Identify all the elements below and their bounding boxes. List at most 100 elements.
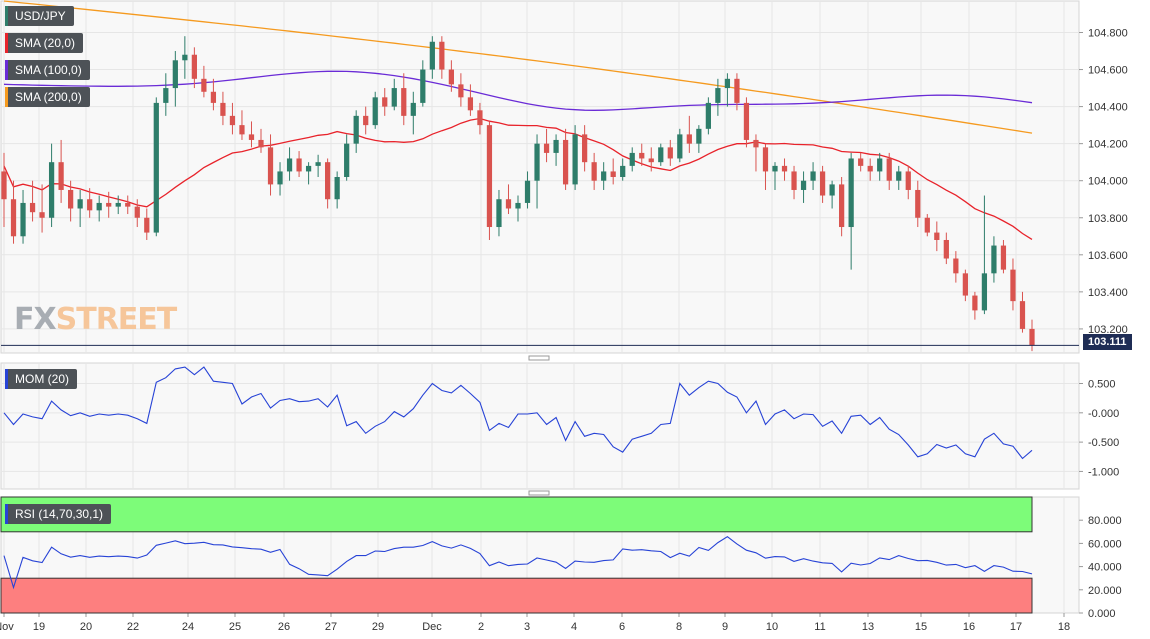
candle-body [267,147,274,185]
candle-body [106,202,112,207]
candle-body [10,199,17,237]
candle-body [658,147,664,163]
candle-body [1010,269,1016,302]
candle-body [296,158,302,172]
candle-body [962,273,968,296]
rsi-overbought-zone [0,496,1033,533]
candle-body [772,165,778,172]
x-tick-label: 6 [619,621,625,633]
candle-body [667,147,673,159]
candle-body [724,78,731,89]
candle-body [87,199,93,211]
rsi-line [3,536,1033,590]
candle-body [924,217,930,233]
candle-body [620,165,626,177]
panel-splitter [528,355,550,361]
candle-body [325,162,331,200]
candle-body [991,245,997,274]
candle-body [163,88,169,103]
candle-body [629,152,635,166]
candle-body [458,84,464,98]
candle-body [344,143,350,177]
candle-body [534,143,540,181]
candle-body [905,171,911,190]
candle-body [191,54,197,79]
candle-body [505,199,512,209]
candle-body [610,171,616,177]
price-tick-label: 104.000 [1088,176,1128,188]
price-tick-label: 103.400 [1088,287,1128,299]
candle-body [153,102,159,233]
candle-body [848,158,854,228]
candle-body [562,139,569,185]
candle-body [210,91,217,103]
candle-body [229,115,236,126]
x-tick-label: 3 [524,621,530,633]
x-tick-label: 20 [80,621,92,633]
sma100-label[interactable]: SMA (100,0) [5,60,90,80]
rsi-tick-label: 0.000 [1088,608,1116,620]
candle-body [239,125,245,135]
candle-body [20,202,26,237]
candle-body [382,97,388,107]
price-tick-label: 104.200 [1088,139,1128,151]
price-tick-label: 103.800 [1088,213,1128,225]
candle-body [496,199,502,228]
mom-tick-label: -1.000 [1088,466,1119,478]
symbol-swatch [5,6,8,26]
candle-body [553,139,559,153]
candle-body [572,134,578,185]
candle-body [248,134,255,140]
x-tick-label: 15 [915,621,927,633]
rsi-tick-label: 20.000 [1088,585,1122,597]
x-tick-label: 17 [1010,621,1022,633]
x-tick-label: 16 [963,621,975,633]
rsi-tick-label: 60.000 [1088,538,1122,550]
candle-body [363,115,369,126]
candle-body [29,202,36,213]
candle-body [220,102,226,116]
candle-body [125,202,131,207]
candle-body [277,171,283,185]
x-tick-label: 19 [33,621,45,633]
candle-body [144,217,150,233]
sma20-label[interactable]: SMA (20,0) [5,33,84,53]
x-tick-label: 27 [325,621,337,633]
candle-body [315,162,321,166]
candle-body [810,171,816,181]
x-tick-label: 18 [1058,621,1070,633]
panel-splitter [528,490,550,496]
candle-body [753,139,759,148]
mom-swatch [5,369,8,389]
x-tick-label: 8 [676,621,682,633]
x-tick-label: 25 [229,621,241,633]
candle-body [791,171,797,190]
candle-body [134,206,140,218]
x-tick-label: 11 [814,621,825,633]
price-tick-label: 104.800 [1088,27,1128,39]
rsi-tick-label: 40.000 [1088,562,1122,574]
x-tick-label: 22 [127,621,139,633]
candle-body [68,189,74,209]
candle-body [96,202,102,211]
x-tick-label: 26 [278,621,290,633]
candle-body [915,189,921,218]
candle-body [172,60,178,89]
mom-tick-label: -0.000 [1088,408,1119,420]
symbol-label[interactable]: USD/JPY [5,6,74,26]
candle-body [420,69,426,103]
candle-body [648,158,654,163]
rsi-label[interactable]: RSI (14,70,30,1) [5,504,112,524]
candle-body [201,78,207,92]
rsi-swatch [5,504,8,524]
mom-label[interactable]: MOM (20) [5,369,77,389]
candle-body [448,69,454,85]
candle-body [1000,245,1007,270]
sma200-label[interactable]: SMA (200,0) [5,87,90,107]
mom-tick-label: 0.500 [1088,379,1116,391]
candle-body [353,115,359,144]
candle-body [781,165,788,172]
price-tick-label: 104.600 [1088,65,1128,77]
candle-body [886,158,892,181]
candle-body [829,184,835,196]
